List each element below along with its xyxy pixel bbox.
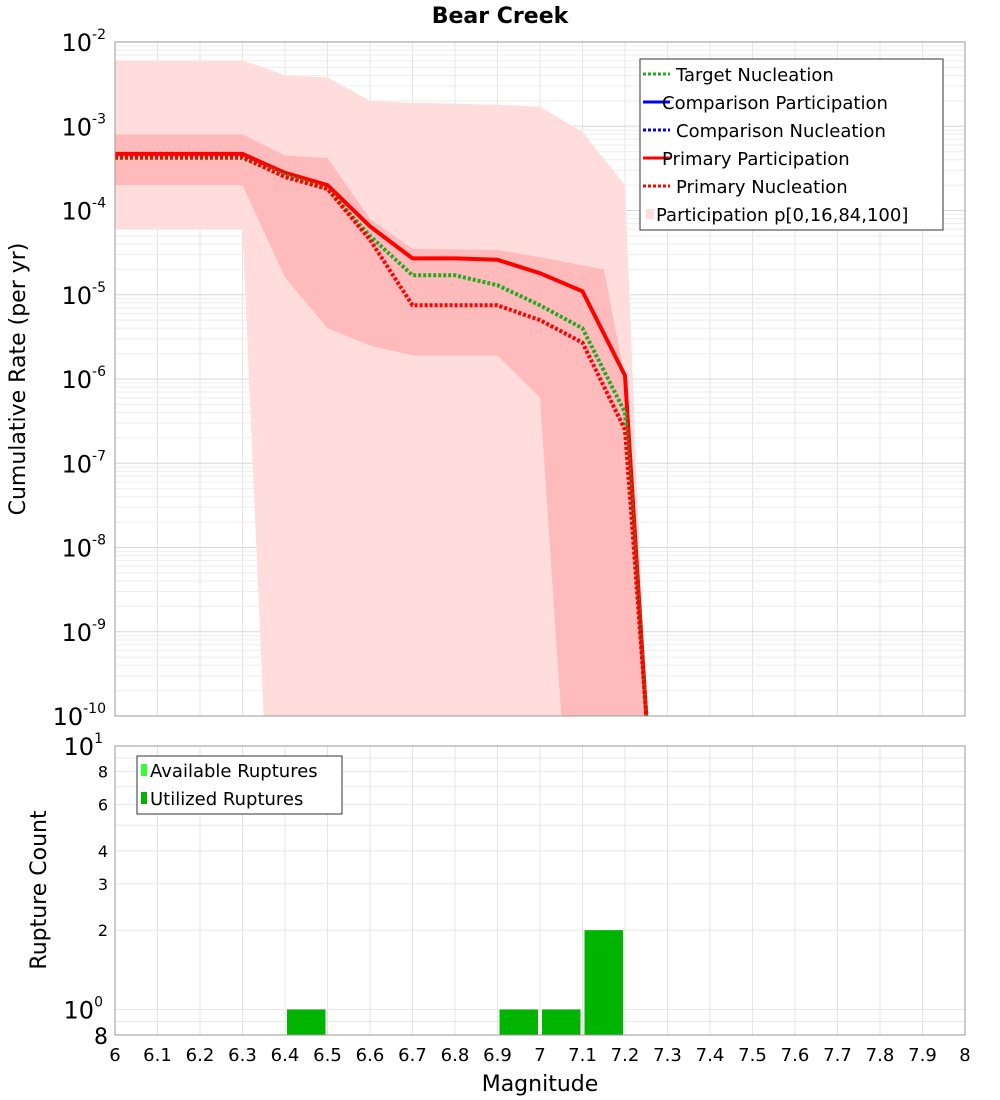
y-tick-label: 10-6 <box>61 364 106 394</box>
y-tick-label: 8 <box>94 1025 108 1050</box>
x-tick-label: 7.9 <box>908 1045 937 1066</box>
legend-label: Comparison Participation <box>662 93 888 114</box>
chart-title: Bear Creek <box>432 4 570 29</box>
x-tick-label: 6.9 <box>483 1045 512 1066</box>
x-tick-label: 7.3 <box>653 1045 682 1066</box>
x-tick-label: 6 <box>109 1045 120 1066</box>
y-tick-label: 10-10 <box>53 701 106 731</box>
x-tick-label: 7.4 <box>696 1045 725 1066</box>
legend-label: Available Ruptures <box>150 761 318 782</box>
rupture-y-axis-label: Rupture Count <box>27 810 52 970</box>
y-tick-label: 10-9 <box>61 617 106 647</box>
y-tick-label: 101 <box>64 731 103 761</box>
x-tick-label: 7.6 <box>781 1045 810 1066</box>
y-tick-label: 8 <box>98 763 108 782</box>
magnitude-x-axis: 6 6.1 6.2 6.3 6.4 6.5 6.6 6.7 6.8 6.9 7 7.1 7.2 7.3 7.… <box>109 1045 970 1066</box>
rate-plot-frame <box>114 41 966 717</box>
legend-label: Utilized Ruptures <box>150 789 303 810</box>
rate-y-axis-label: Cumulative Rate (per yr) <box>6 243 31 516</box>
legend-box <box>639 58 944 231</box>
x-tick-label: 6.5 <box>313 1045 342 1066</box>
x-tick-label: 8 <box>959 1045 970 1066</box>
y-tick-label: 10-3 <box>61 111 106 141</box>
legend-swatch <box>141 792 147 804</box>
rupture-bars <box>287 930 623 1035</box>
rupture-bar <box>584 930 623 1035</box>
rupture-plot-frame <box>114 745 966 1036</box>
rate-percentile-bands <box>115 60 647 716</box>
y-tick-label: 3 <box>98 875 108 894</box>
rupture-legend: Available Ruptures Utilized Ruptures <box>136 755 343 815</box>
x-tick-label: 6.6 <box>356 1045 385 1066</box>
rate-y-axis: 10-2 10-3 10-4 10-5 10-6 10-7 10-8 10-9 10-10 <box>53 27 107 731</box>
x-tick-label: 7.8 <box>866 1045 895 1066</box>
legend-label: Primary Nucleation <box>676 177 848 198</box>
rupture-bar <box>542 1009 581 1035</box>
x-tick-label: 7.5 <box>738 1045 767 1066</box>
rate-legend: Target Nucleation Comparison Participatio… <box>639 58 944 231</box>
legend-swatch <box>646 209 654 219</box>
series-line <box>115 155 649 717</box>
y-tick-label: 10-5 <box>61 280 106 310</box>
series-line <box>115 151 649 717</box>
y-tick-label: 2 <box>98 921 108 940</box>
legend-label: Primary Participation <box>662 149 850 170</box>
legend-box <box>136 755 343 815</box>
x-tick-label: 7.2 <box>611 1045 640 1066</box>
x-tick-label: 7.1 <box>568 1045 597 1066</box>
legend-label: Target Nucleation <box>675 65 834 86</box>
percentile-band <box>115 60 647 716</box>
x-tick-label: 7 <box>534 1045 545 1066</box>
legend-swatch <box>141 764 147 776</box>
y-tick-label: 6 <box>98 795 108 814</box>
x-tick-label: 6.1 <box>143 1045 172 1066</box>
y-tick-label: 10-2 <box>61 27 106 57</box>
legend-label: Comparison Nucleation <box>676 121 886 142</box>
rate-plot: 10-2 10-3 10-4 10-5 10-6 10-7 10-8 10-9 10-10 Cu… <box>6 27 966 731</box>
x-tick-label: 6.2 <box>186 1045 215 1066</box>
y-tick-label: 10-7 <box>61 448 106 478</box>
y-tick-label: 10-4 <box>61 196 106 226</box>
rate-series-lines <box>115 151 649 717</box>
legend-label: Participation p[0,16,84,100] <box>656 205 908 226</box>
x-tick-label: 6.7 <box>398 1045 427 1066</box>
x-axis-label: Magnitude <box>482 1072 599 1097</box>
rupture-bar <box>499 1009 538 1035</box>
x-tick-label: 6.3 <box>228 1045 257 1066</box>
x-tick-label: 6.8 <box>441 1045 470 1066</box>
y-tick-label: 100 <box>64 994 103 1024</box>
percentile-band <box>115 134 647 716</box>
y-tick-label: 4 <box>98 842 108 861</box>
x-tick-label: 7.7 <box>823 1045 852 1066</box>
x-tick-label: 6.4 <box>271 1045 300 1066</box>
rupture-bar <box>287 1009 326 1035</box>
y-tick-label: 10-8 <box>61 533 106 563</box>
